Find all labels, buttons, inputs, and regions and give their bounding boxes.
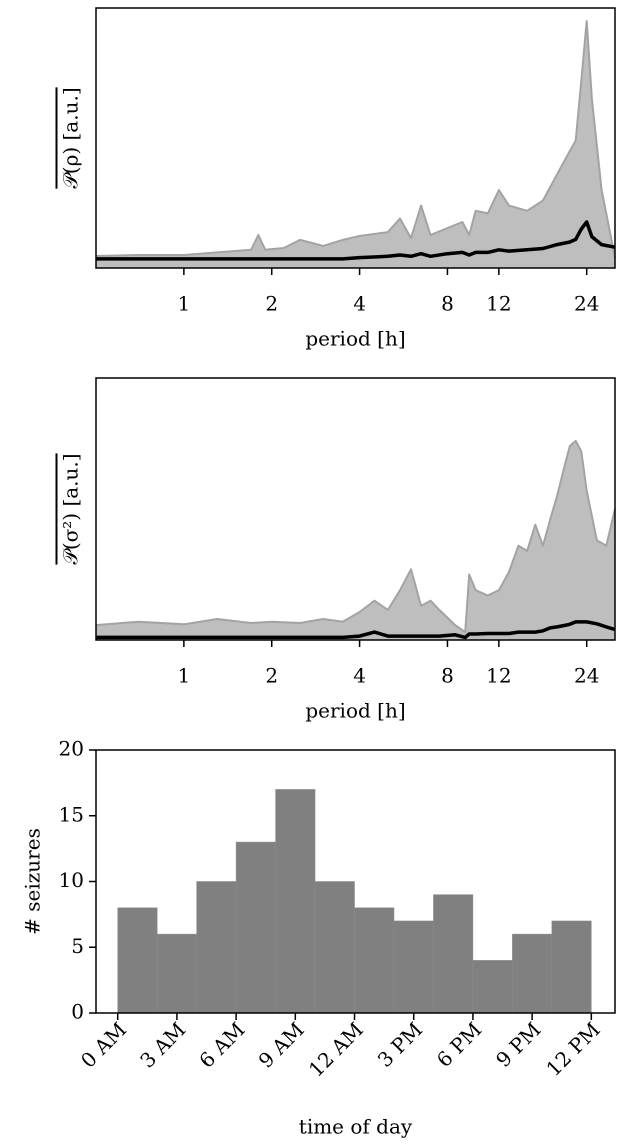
y-tick-label: 20 [59, 737, 84, 761]
area [96, 21, 615, 268]
x-axis-label: time of day [299, 1115, 413, 1139]
line [96, 620, 616, 640]
x-tick-label: 12 [486, 664, 511, 688]
x-tick-label: 3 AM [135, 1017, 190, 1072]
area [96, 440, 615, 640]
x-tick-label: 9 PM [491, 1017, 545, 1071]
x-tick-label: 6 PM [432, 1017, 486, 1071]
x-tick-label: 2 [265, 664, 278, 688]
x-tick-label: 2 [265, 292, 278, 316]
x-axis-label: period [h] [305, 327, 405, 351]
x-axis-label: period [h] [305, 699, 405, 723]
x-tick-label: 12 [486, 292, 511, 316]
y-axis-label: 𝒫(σ²) [a.u.] [59, 453, 83, 564]
bar [433, 894, 474, 1014]
x-tick-label: 1 [177, 292, 190, 316]
bar [275, 789, 316, 1014]
x-tick-label: 24 [574, 292, 599, 316]
bar [235, 841, 276, 1014]
x-tick-label: 1 [177, 664, 190, 688]
x-tick-label: 9 AM [254, 1017, 309, 1072]
axes-frame [95, 7, 616, 269]
line [96, 220, 616, 261]
axes-frame [95, 377, 616, 641]
x-tick-label: 24 [574, 664, 599, 688]
bar [196, 881, 237, 1014]
bar [512, 933, 553, 1014]
x-tick-label: 12 AM [304, 1017, 368, 1081]
bar [472, 960, 513, 1014]
bar [156, 933, 197, 1014]
bar [354, 907, 395, 1014]
y-tick-label: 0 [71, 1000, 84, 1024]
y-axis-label: 𝒫(ρ) [a.u.] [59, 87, 83, 188]
bar [314, 881, 355, 1014]
x-tick-label: 3 PM [373, 1017, 427, 1071]
bar [117, 907, 158, 1014]
x-tick-label: 4 [353, 664, 366, 688]
y-tick-label: 15 [59, 802, 84, 826]
x-tick-label: 4 [353, 292, 366, 316]
y-tick-label: 5 [71, 934, 84, 958]
x-tick-label: 8 [441, 664, 454, 688]
line [95, 439, 616, 634]
x-tick-label: 6 AM [194, 1017, 249, 1072]
x-tick-label: 12 PM [541, 1017, 604, 1080]
y-tick-label: 10 [59, 868, 84, 892]
x-tick-label: 0 AM [76, 1017, 131, 1072]
line [95, 20, 616, 258]
y-axis-label: # seizures [21, 828, 45, 935]
x-tick-label: 8 [441, 292, 454, 316]
bar [551, 920, 592, 1014]
bar [393, 920, 434, 1014]
